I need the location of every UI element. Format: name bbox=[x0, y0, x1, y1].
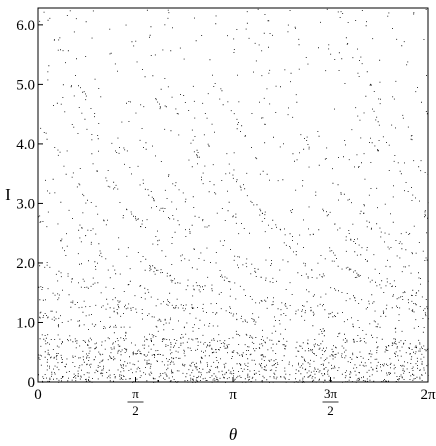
x-tick-numerator: 3π bbox=[324, 386, 338, 401]
y-tick-label: 5.0 bbox=[16, 77, 35, 93]
y-tick-label: 1.0 bbox=[16, 315, 35, 331]
x-tick-numerator: π bbox=[132, 386, 139, 401]
y-tick-label: 0 bbox=[28, 375, 36, 391]
y-tick-label: 6.0 bbox=[16, 18, 35, 34]
x-axis-label: θ bbox=[229, 425, 237, 444]
y-tick-label: 2.0 bbox=[16, 256, 35, 272]
orbit-points bbox=[38, 8, 429, 383]
y-tick-label: 4.0 bbox=[16, 137, 35, 153]
x-tick-label: π bbox=[229, 387, 237, 403]
y-axis-label: I bbox=[5, 185, 11, 204]
orbit-point-cloud bbox=[38, 8, 429, 383]
x-tick-label: 0 bbox=[34, 387, 42, 403]
x-tick-denominator: 2 bbox=[327, 403, 334, 418]
y-tick-label: 3.0 bbox=[16, 196, 35, 212]
x-tick-denominator: 2 bbox=[132, 403, 139, 418]
x-tick-label: 2π bbox=[420, 387, 436, 403]
